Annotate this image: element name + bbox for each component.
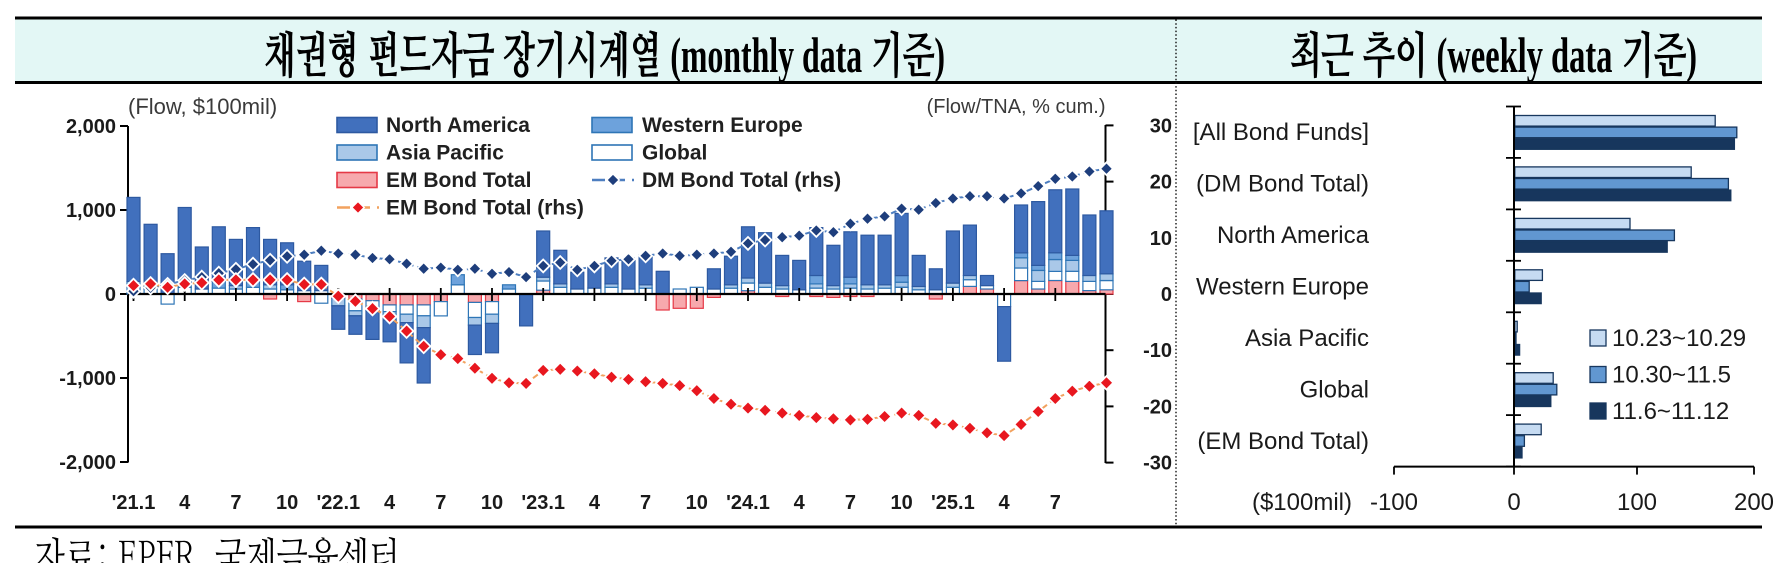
svg-text:'23.1: '23.1 [521,492,565,514]
svg-text:7: 7 [435,492,446,514]
svg-text:EM Bond Total: EM Bond Total [386,169,531,192]
svg-text:10: 10 [686,492,708,514]
svg-text:100: 100 [1617,489,1657,516]
svg-text:0: 0 [105,284,116,306]
svg-text:[All Bond Funds]: [All Bond Funds] [1193,119,1369,146]
svg-text:7: 7 [1050,492,1061,514]
svg-text:10: 10 [890,492,912,514]
svg-text:($100mil): ($100mil) [1252,489,1352,516]
svg-text:Global: Global [1300,376,1369,403]
svg-text:(DM Bond Total): (DM Bond Total) [1196,171,1369,198]
svg-text:'22.1: '22.1 [316,492,360,514]
svg-text:4: 4 [179,492,191,514]
svg-text:10: 10 [1150,228,1172,250]
svg-text:-2,000: -2,000 [59,452,116,474]
svg-text:30: 30 [1150,115,1172,137]
svg-text:4: 4 [794,492,806,514]
svg-text:4: 4 [999,492,1011,514]
svg-text:10: 10 [481,492,503,514]
svg-text:'21.1: '21.1 [112,492,156,514]
svg-text:-10: -10 [1143,340,1172,362]
svg-text:-30: -30 [1143,453,1172,475]
svg-text:7: 7 [845,492,856,514]
svg-text:200: 200 [1734,489,1774,516]
svg-text:10: 10 [276,492,298,514]
svg-text:0: 0 [1161,284,1172,306]
svg-text:North America: North America [386,114,530,137]
svg-text:Western Europe: Western Europe [1196,274,1369,301]
svg-text:(EM Bond Total): (EM Bond Total) [1197,428,1369,455]
svg-text:EM Bond Total (rhs): EM Bond Total (rhs) [386,197,584,220]
svg-text:7: 7 [640,492,651,514]
svg-text:DM Bond Total (rhs): DM Bond Total (rhs) [642,169,841,192]
svg-text:-20: -20 [1143,396,1172,418]
svg-text:-100: -100 [1370,489,1418,516]
svg-text:Asia Pacific: Asia Pacific [1245,325,1369,352]
svg-text:4: 4 [589,492,601,514]
svg-text:-1,000: -1,000 [59,368,116,390]
svg-text:7: 7 [230,492,241,514]
svg-text:North America: North America [1217,222,1370,249]
svg-text:20: 20 [1150,172,1172,194]
svg-text:10.23~10.29: 10.23~10.29 [1612,325,1746,352]
svg-text:Asia Pacific: Asia Pacific [386,142,504,165]
svg-text:0: 0 [1507,489,1520,516]
svg-text:(Flow/TNA, % cum.): (Flow/TNA, % cum.) [927,96,1106,118]
svg-text:Global: Global [642,142,707,165]
svg-text:4: 4 [384,492,396,514]
svg-text:10.30~11.5: 10.30~11.5 [1612,362,1731,389]
svg-text:Western Europe: Western Europe [642,114,803,137]
svg-text:'24.1: '24.1 [726,492,770,514]
svg-text:11.6~11.12: 11.6~11.12 [1612,398,1729,425]
svg-text:2,000: 2,000 [66,116,116,138]
svg-text:1,000: 1,000 [66,200,116,222]
svg-text:'25.1: '25.1 [931,492,975,514]
svg-text:(Flow, $100mil): (Flow, $100mil) [128,94,277,119]
